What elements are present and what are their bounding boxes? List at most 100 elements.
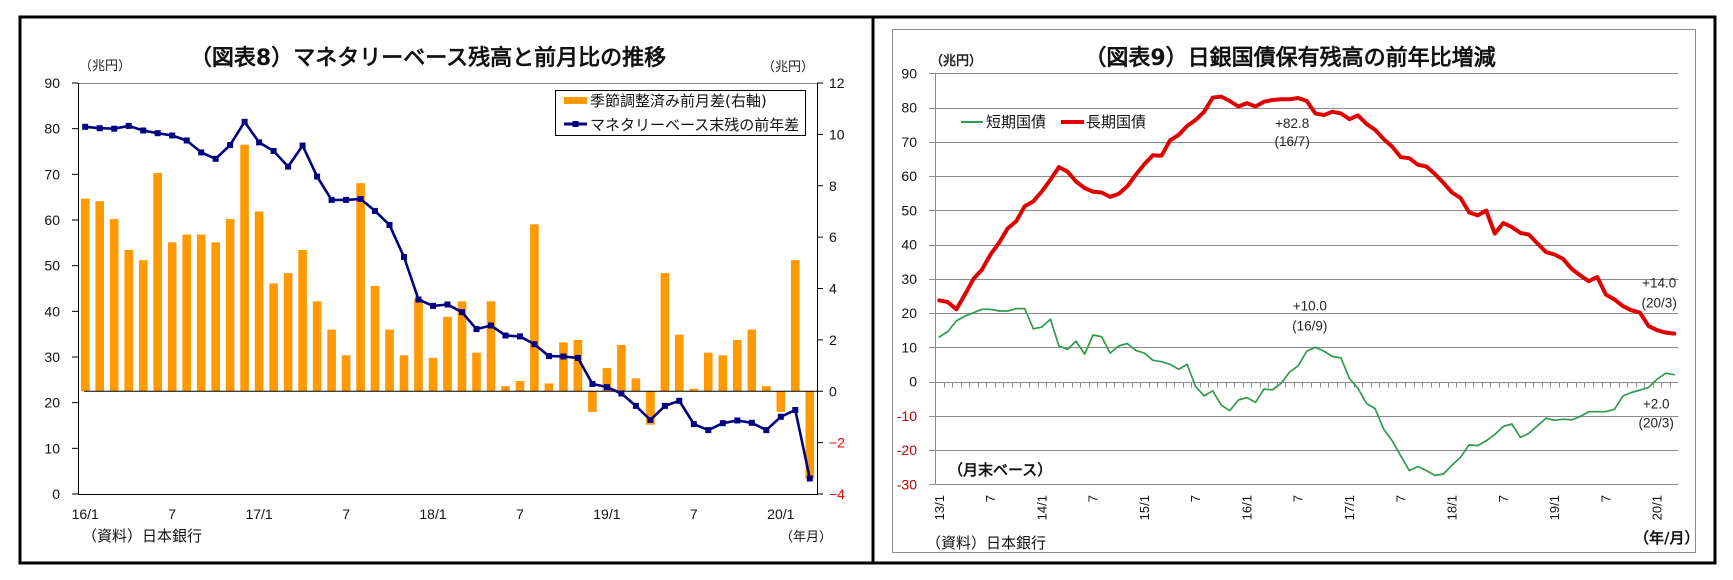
bar: [399, 355, 409, 392]
y-axis-tick-label: 90: [901, 65, 917, 81]
x-axis-tick-label: 7: [1086, 495, 1101, 502]
line-marker: [140, 127, 147, 134]
y-axis-tick-label: -30: [897, 476, 917, 492]
x-axis-tick-label: 18/1: [1445, 495, 1460, 520]
x-axis-tick-label: 18/1: [419, 506, 446, 522]
bar: [356, 183, 365, 392]
y-axis-tick-label: 70: [901, 134, 917, 150]
bar: [617, 345, 626, 392]
bar: [486, 301, 496, 392]
x-axis-tick-label: 16/1: [1239, 495, 1254, 520]
line-marker: [719, 420, 726, 427]
plot-area: 0 10 20 30 40 50 60 70 80 90 −4 −2 0 2 4 6 8 10 12 16/1 7 17/…: [44, 75, 845, 522]
x-axis-unit: （年/月）: [1634, 529, 1699, 547]
legend-label-long-term: 長期国債: [1086, 113, 1146, 131]
figure-8-panel: （図表8）マネタリーベース残高と前月比の推移 （兆円） （兆円） 0102030…: [44, 45, 845, 545]
line-marker: [560, 353, 567, 360]
line-marker: [748, 419, 755, 426]
line-marker: [444, 301, 451, 308]
bar: [631, 378, 641, 392]
basis-note: （月末ベース）: [948, 461, 1052, 479]
line-marker: [343, 196, 350, 203]
x-axis-tick-label: 15/1: [1137, 495, 1152, 520]
line-marker: [227, 142, 234, 149]
y-axis-tick-label: -20: [897, 442, 917, 458]
left-axis-tick-label: 0: [52, 486, 60, 502]
annotation-value: +2.0: [1643, 397, 1670, 412]
x-axis-unit: （年月）: [780, 530, 832, 545]
line-marker: [111, 125, 118, 132]
left-axis-tick-label: 10: [44, 440, 60, 456]
line-marker: [661, 402, 668, 409]
annotation-date: (16/9): [1292, 318, 1327, 333]
line-marker: [676, 397, 683, 404]
bar: [341, 355, 351, 392]
bar: [675, 334, 684, 392]
x-axis-tick-label: 19/1: [1547, 495, 1562, 520]
line-marker: [125, 122, 132, 129]
bar: [689, 388, 699, 392]
line-marker: [314, 173, 321, 180]
line-marker: [632, 402, 639, 409]
x-axis-tick-label: 20/1: [1650, 495, 1665, 520]
x-axis-tick-label: 19/1: [593, 506, 620, 522]
line-marker: [806, 475, 813, 482]
x-axis-tick-label: 7: [690, 506, 698, 522]
bar: [501, 386, 510, 392]
line-marker: [256, 139, 263, 146]
line-marker: [763, 427, 770, 434]
x-axis-tick-label: 17/1: [245, 506, 272, 522]
series-line-short-term-jgb: [938, 307, 1676, 477]
line-marker: [603, 384, 610, 391]
y-axis-tick-label: 20: [901, 305, 917, 321]
line-marker: [212, 155, 219, 162]
right-axis-tick-label: 8: [829, 178, 837, 194]
y-axis-tick-label: 40: [901, 237, 917, 253]
bar: [153, 172, 162, 392]
bar: [283, 273, 293, 392]
bar: [327, 329, 336, 392]
line-marker: [545, 353, 552, 360]
x-axis-tick-label: 13/1: [932, 495, 947, 520]
bar: [95, 201, 104, 392]
bar: [211, 242, 220, 392]
line-marker: [328, 196, 335, 203]
bar: [472, 352, 481, 392]
line-marker: [430, 302, 436, 309]
bar: [718, 355, 728, 392]
bar: [414, 298, 423, 392]
bar: [109, 219, 119, 392]
source-note: （資料）日本銀行: [82, 527, 202, 545]
bar: [138, 260, 148, 392]
legend-box: [555, 90, 806, 136]
bar: [733, 339, 742, 392]
left-axis-tick-label: 40: [44, 303, 60, 319]
bar: [196, 234, 206, 392]
right-axis-tick-label: −2: [829, 435, 845, 451]
line-marker: [270, 148, 277, 154]
right-axis-tick-label: 12: [829, 75, 845, 91]
bar: [269, 283, 278, 392]
y-axis-tick-label: 80: [901, 100, 917, 116]
bar: [182, 234, 191, 392]
legend-label-line: マネタリーベース末残の前年差: [590, 116, 799, 134]
bar: [776, 391, 786, 412]
line-marker: [198, 149, 205, 156]
legend-swatch-marker: [572, 121, 579, 127]
line-marker: [241, 118, 248, 125]
chart-title: （図表8）マネタリーベース残高と前月比の推移: [190, 45, 666, 71]
y-axis-tick-label: 30: [901, 271, 917, 287]
line-marker: [154, 130, 161, 137]
y-axis-tick-label: 50: [901, 202, 917, 218]
bar: [443, 316, 452, 392]
bar: [573, 339, 583, 392]
right-axis-unit: （兆円）: [762, 60, 814, 75]
line-marker: [82, 123, 89, 130]
bar: [805, 391, 815, 479]
right-axis-tick-label: 6: [829, 229, 837, 245]
bar: [660, 273, 670, 392]
line-marker: [589, 380, 596, 387]
annotation-date: (20/3): [1642, 296, 1677, 311]
x-axis-tick-label: 7: [1496, 495, 1511, 502]
